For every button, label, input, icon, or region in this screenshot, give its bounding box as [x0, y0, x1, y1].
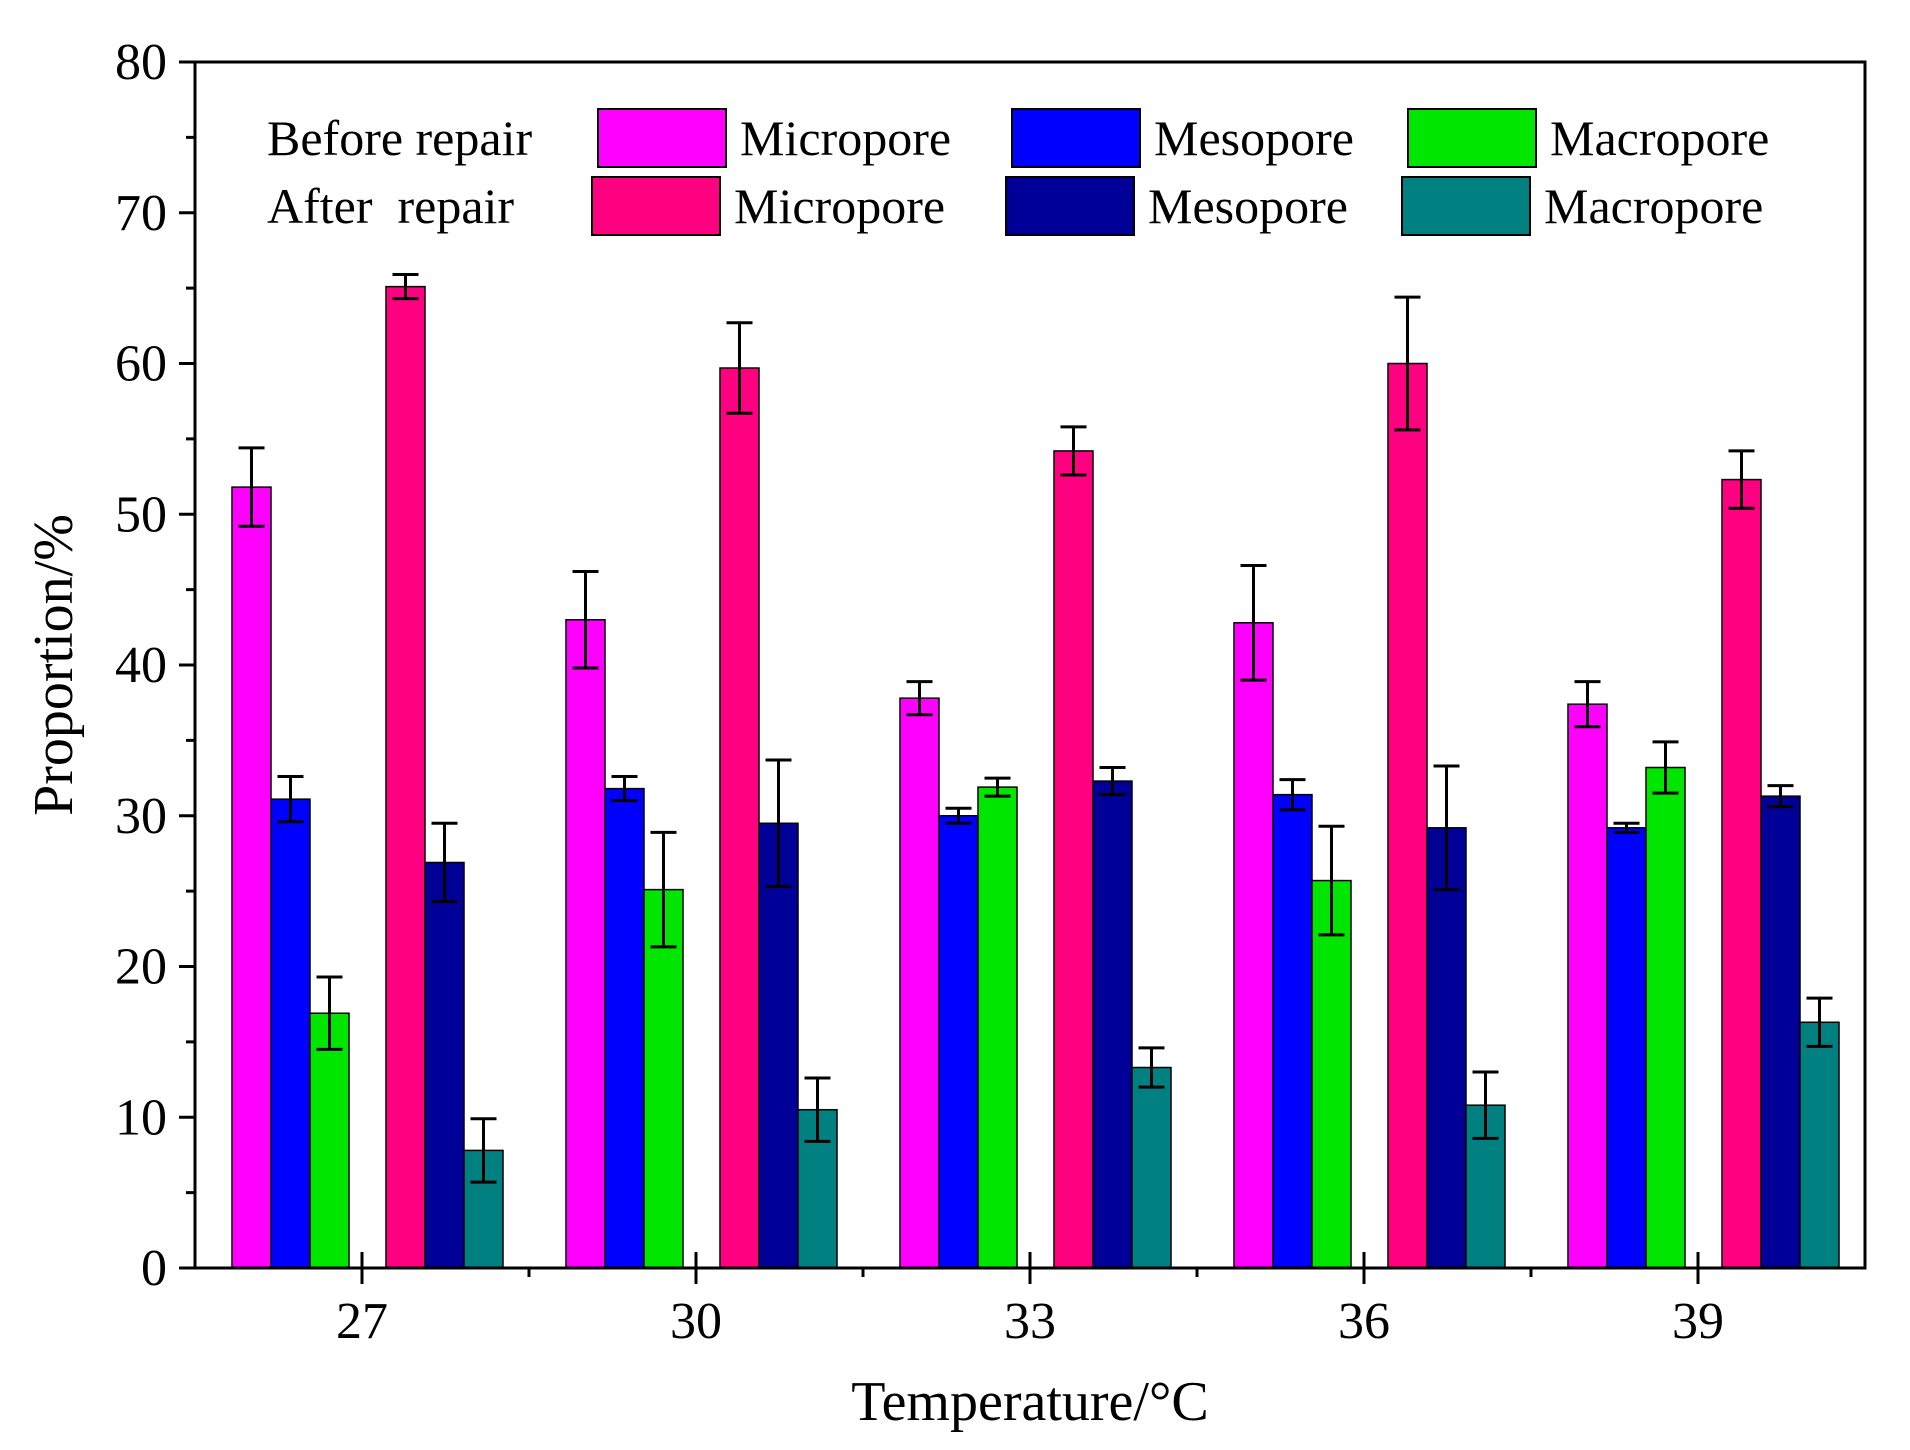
legend-entry-label: Mesopore [1154, 110, 1354, 166]
legend-swatch [1407, 108, 1537, 168]
bars-layer [231, 285, 1840, 1269]
x-tick-label: 27 [336, 1293, 388, 1350]
y-tick-label: 20 [115, 939, 167, 996]
y-tick-label: 30 [115, 788, 167, 845]
bar [1567, 703, 1608, 1269]
legend: Before repair Micropore Mesopore Macropore A… [267, 108, 1769, 236]
y-tick-label: 80 [115, 34, 167, 91]
legend-entry-label: Micropore [740, 110, 951, 166]
bar [899, 697, 940, 1269]
bar [977, 786, 1018, 1269]
bar [1272, 793, 1313, 1269]
y-tick-label: 40 [115, 637, 167, 694]
bar [1092, 780, 1133, 1269]
bar [1760, 795, 1801, 1269]
bar [1606, 827, 1647, 1269]
x-tick-label: 39 [1672, 1293, 1724, 1350]
bar [1465, 1104, 1506, 1269]
legend-entry-label: Macropore [1550, 110, 1769, 166]
y-axis-title: Proportion/% [23, 514, 85, 816]
bar [1645, 766, 1686, 1269]
legend-group-label: After repair [267, 178, 514, 234]
bar [604, 787, 645, 1269]
error-bars-layer [238, 273, 1833, 1184]
bar [1799, 1021, 1840, 1269]
legend-swatch [591, 176, 721, 236]
x-tick-label: 36 [1338, 1293, 1390, 1350]
legend-swatch [1401, 176, 1531, 236]
bar [565, 619, 606, 1269]
bar [424, 861, 465, 1269]
legend-entry-label: Mesopore [1148, 178, 1348, 234]
x-axis-title: Temperature/°C [851, 1371, 1208, 1433]
bar [758, 822, 799, 1269]
bar [1233, 622, 1274, 1269]
legend-entry-label: Micropore [734, 178, 945, 234]
bar [1721, 478, 1762, 1269]
bar [719, 367, 760, 1269]
legend-swatch [597, 108, 727, 168]
legend-swatch [1005, 176, 1135, 236]
y-tick-label: 0 [141, 1240, 167, 1297]
bar [309, 1012, 350, 1269]
bar [1311, 879, 1352, 1269]
y-tick-label: 50 [115, 486, 167, 543]
y-tick-label: 10 [115, 1089, 167, 1146]
axes-layer: 0 10 20 30 40 50 60 70 80 27 30 33 36 39 [115, 34, 1867, 1350]
bar [1053, 450, 1094, 1269]
x-tick-label: 30 [670, 1293, 722, 1350]
bar [938, 815, 979, 1269]
x-tick-label: 33 [1004, 1293, 1056, 1350]
legend-swatch [1011, 108, 1141, 168]
bar [1426, 827, 1467, 1269]
y-tick-label: 60 [115, 336, 167, 393]
legend-entry-label: Macropore [1544, 178, 1763, 234]
bar [1131, 1066, 1172, 1269]
bar [385, 285, 426, 1269]
bar [1387, 362, 1428, 1269]
legend-group-label: Before repair [267, 110, 532, 166]
bar [231, 486, 272, 1269]
bar [643, 888, 684, 1269]
y-tick-label: 70 [115, 185, 167, 242]
bar [270, 798, 311, 1269]
